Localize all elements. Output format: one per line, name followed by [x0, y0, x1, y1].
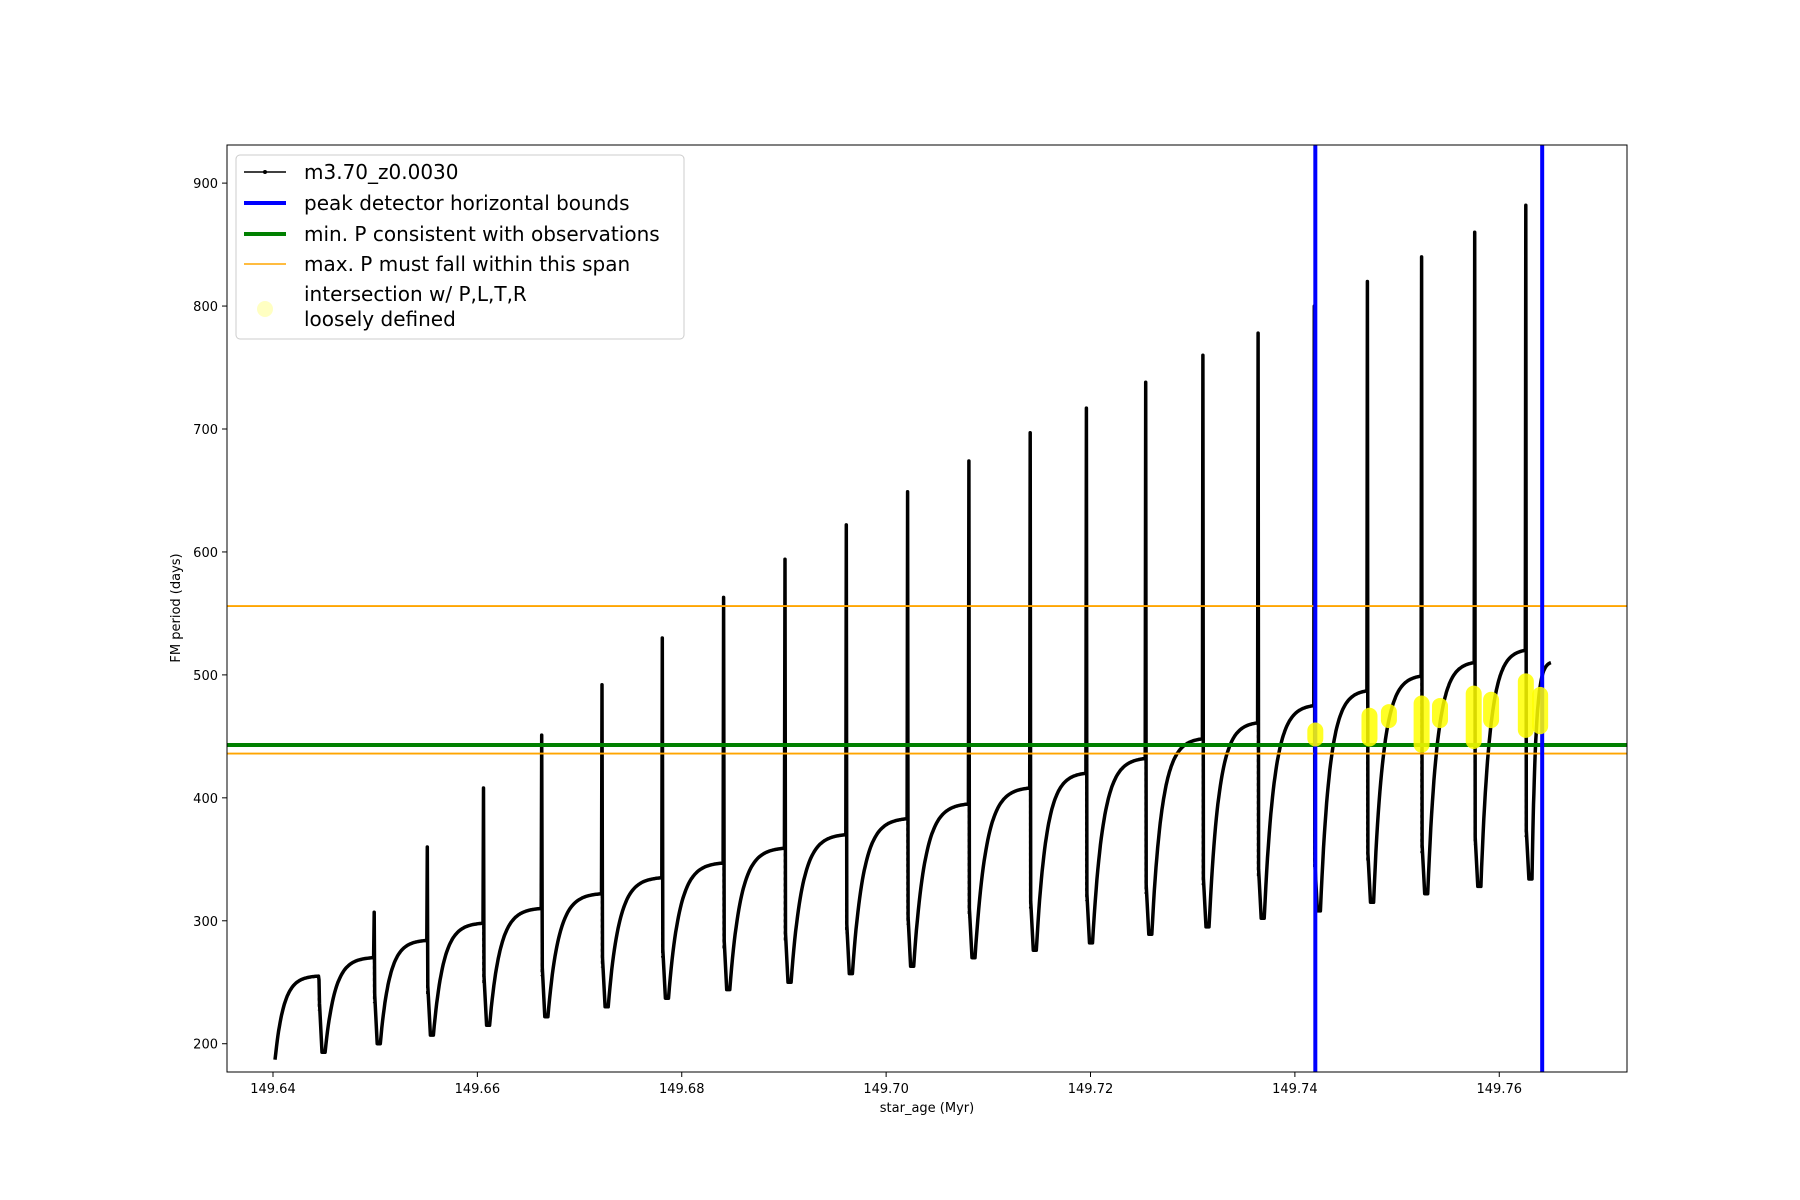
x-tick-label: 149.74 — [1272, 1082, 1318, 1097]
x-tick-label: 149.72 — [1068, 1082, 1114, 1097]
reference-lines-layer — [227, 145, 1627, 1072]
intersection-point — [1517, 673, 1534, 738]
legend-frame — [235, 154, 685, 340]
x-axis-label: star_age (Myr) — [880, 1101, 974, 1116]
legend-label-max-p: max. P must fall within this span — [304, 252, 630, 276]
legend-yellow-dot — [257, 301, 273, 317]
y-tick-label: 400 — [193, 792, 218, 807]
x-tick-label: 149.64 — [250, 1082, 296, 1097]
legend: m3.70_z0.0030 peak detector horizontal b… — [235, 154, 685, 340]
legend-label-series: m3.70_z0.0030 — [304, 160, 459, 184]
legend-label-min-p: min. P consistent with observations — [304, 222, 660, 246]
series-line — [273, 203, 1553, 1060]
legend-label-intersection: intersection w/ P,L,T,R — [304, 282, 527, 306]
y-tick-label: 600 — [193, 546, 218, 561]
intersection-point — [1361, 707, 1378, 747]
y-axis-label: FM period (days) — [169, 553, 184, 662]
legend-label-intersection-line2: loosely defined — [304, 307, 456, 331]
x-axis: 149.64 149.66 149.68 149.70 149.72 149.74 149.… — [250, 1072, 1522, 1097]
x-tick-label: 149.66 — [455, 1082, 501, 1097]
y-tick-label: 200 — [193, 1038, 218, 1053]
intersection-point — [1483, 691, 1500, 729]
x-tick-label: 149.68 — [659, 1082, 705, 1097]
intersection-point — [1431, 697, 1448, 729]
intersection-point — [1532, 686, 1549, 735]
intersection-point — [1413, 695, 1430, 753]
legend-label-peak-bounds: peak detector horizontal bounds — [304, 191, 630, 215]
y-tick-label: 700 — [193, 423, 218, 438]
y-tick-label: 900 — [193, 177, 218, 192]
y-axis: 200 300 400 500 600 700 800 900 — [193, 177, 227, 1053]
intersection-point — [1307, 722, 1324, 747]
intersection-point — [1380, 704, 1397, 729]
intersection-point — [1465, 685, 1482, 749]
intersection-points-layer — [1307, 673, 1549, 753]
x-tick-label: 149.76 — [1477, 1082, 1523, 1097]
legend-series-marker — [263, 170, 267, 174]
plot-frame — [226, 144, 1628, 1073]
y-tick-label: 800 — [193, 300, 218, 315]
y-tick-label: 500 — [193, 669, 218, 684]
x-tick-label: 149.70 — [863, 1082, 909, 1097]
y-tick-label: 300 — [193, 915, 218, 930]
